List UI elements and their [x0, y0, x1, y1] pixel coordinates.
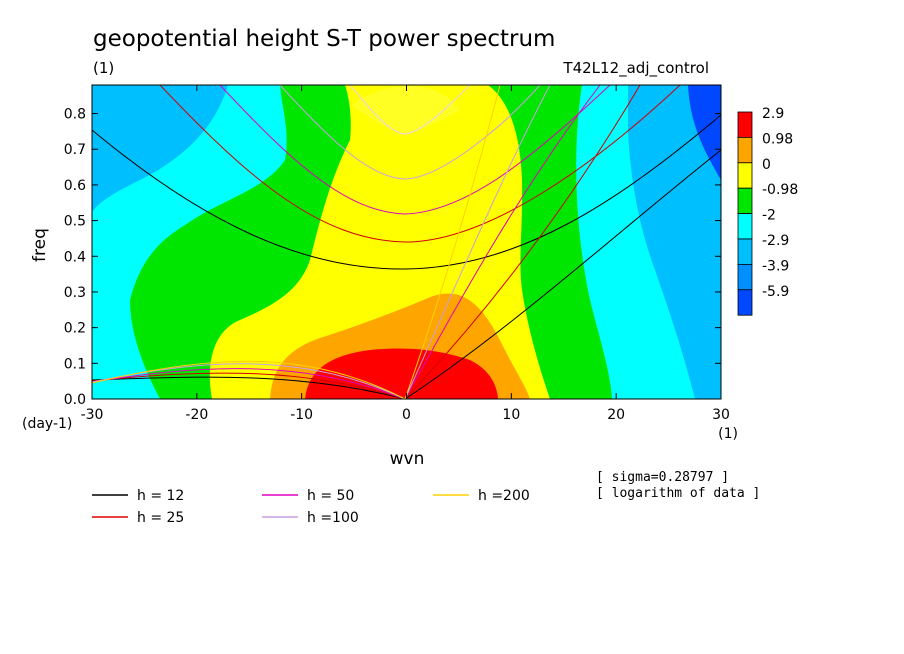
note-sigma: [ sigma=0.28797 ]	[596, 470, 729, 485]
note-logarithm: [ logarithm of data ]	[596, 486, 760, 501]
colorbar-label: -3.9	[762, 258, 789, 274]
curve-h100-inner	[349, 85, 471, 135]
y-axis-label: freq	[30, 228, 50, 262]
colorbar-swatch	[737, 263, 753, 291]
x-tick-label: -30	[81, 407, 104, 423]
colorbar-swatch	[737, 289, 753, 316]
curve-h100-kelvin	[92, 85, 551, 399]
x-tick-label: 10	[502, 407, 520, 423]
legend-label: h =100	[307, 510, 359, 526]
y-unit-label: (day-1)	[22, 416, 72, 432]
y-tick-label: 0.1	[64, 356, 86, 372]
y-axis: 0.0 0.1 0.2 0.3 0.4 0.5 0.6 0.7 0.8	[64, 107, 721, 408]
colorbar-swatch	[737, 162, 753, 189]
y-tick-label: 0.6	[64, 178, 86, 194]
colorbar-label: 0	[762, 157, 771, 173]
colorbar-label: 2.9	[762, 106, 784, 122]
colorbar-swatch	[737, 187, 753, 214]
legend-label: h = 25	[137, 510, 184, 526]
x-tick-label: -20	[185, 407, 208, 423]
contour-fill-red	[305, 348, 498, 399]
colorbar-swatch	[737, 136, 753, 164]
colorbar-label: -2.9	[762, 233, 789, 249]
y-tick-label: 0.5	[64, 214, 86, 230]
curve-h100-symmetric	[279, 85, 541, 180]
contour-fill-upper-left	[92, 85, 228, 212]
y-tick-label: 0.7	[64, 142, 86, 158]
colorbar-label: -0.98	[762, 182, 798, 198]
y-tick-label: 0.3	[64, 285, 86, 301]
curve-legend: h = 12 h = 25 h = 50 h =100 h =200	[92, 488, 530, 526]
y-tick-label: 0.8	[64, 107, 86, 123]
units-label: (1)	[93, 59, 114, 77]
y-tick-label: 0.2	[64, 321, 86, 337]
x-tick-label: 0	[402, 407, 411, 423]
experiment-label: T42L12_adj_control	[562, 59, 709, 78]
colorbar-swatch	[737, 238, 753, 265]
legend-label: h =200	[478, 488, 530, 504]
curve-h12-kelvin	[92, 149, 721, 399]
colorbar-swatch	[737, 111, 753, 138]
chart-title: geopotential height S-T power spectrum	[93, 26, 555, 52]
colorbar-label: -2	[762, 208, 776, 224]
y-tick-label: 0.4	[64, 249, 86, 265]
legend-label: h = 50	[307, 488, 354, 504]
curve-h25-symmetric	[159, 85, 681, 243]
dispersion-curves	[92, 85, 721, 399]
x-tick-label: -10	[290, 407, 313, 423]
colorbar-swatch	[737, 213, 753, 240]
curve-h12-symmetric	[92, 114, 721, 270]
curve-h200-kelvin	[92, 85, 501, 399]
x-axis: -30 -20 -10 0 10 20 30	[81, 85, 730, 423]
y-tick-label: 0.0	[64, 392, 86, 408]
contour-fill-right	[628, 85, 721, 399]
x-tick-label: 30	[712, 407, 730, 423]
colorbar-label: 0.98	[762, 131, 793, 147]
x-tick-label: 20	[607, 407, 625, 423]
colorbar: 2.9 0.98 0 -0.98 -2 -2.9 -3.9 -5.9	[737, 106, 798, 316]
plot-area	[92, 85, 721, 399]
x-unit-label: (1)	[718, 426, 738, 442]
x-axis-label: wvn	[390, 449, 425, 469]
colorbar-label: -5.9	[762, 284, 789, 300]
contour-fill-highlight	[352, 85, 460, 134]
legend-label: h = 12	[137, 488, 184, 504]
curve-h50-symmetric	[219, 85, 611, 215]
